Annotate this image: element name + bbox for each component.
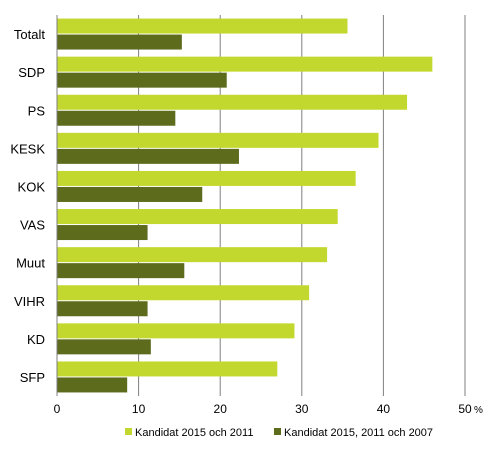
bar-sfp-series-1	[57, 361, 278, 377]
bar-vas-series-2	[57, 225, 148, 241]
category-label-sdp: SDP	[18, 65, 45, 80]
bar-muut-series-2	[57, 263, 185, 279]
category-label-vihr: VIHR	[14, 294, 45, 309]
bar-totalt-series-1	[57, 18, 348, 34]
bar-vas-series-1	[57, 209, 338, 225]
bar-kesk-series-2	[57, 148, 239, 164]
bar-sdp-series-2	[57, 72, 227, 88]
bar-muut-series-1	[57, 247, 328, 263]
bar-vihr-series-1	[57, 285, 310, 301]
bar-kok-series-1	[57, 170, 356, 186]
gridlines	[138, 15, 466, 396]
category-label-muut: Muut	[16, 256, 45, 271]
x-tick-label-20: 20	[214, 402, 228, 416]
legend-label-series-2: Kandidat 2015, 2011 och 2007	[284, 427, 433, 439]
category-label-sfp: SFP	[20, 370, 45, 385]
x-tick-label-30: 30	[295, 402, 309, 416]
x-tick-label-50: 50	[458, 402, 472, 416]
category-label-totalt: Totalt	[14, 27, 45, 42]
legend-label-series-1: Kandidat 2015 och 2011	[135, 427, 253, 439]
bar-kok-series-2	[57, 186, 203, 202]
category-labels: Totalt SDP PS KESK KOK VAS Muut VIHR KD SFP	[10, 27, 45, 385]
category-label-ps: PS	[28, 103, 46, 118]
legend-swatch-series-1	[125, 428, 132, 435]
category-label-kesk: KESK	[10, 141, 45, 156]
category-label-kok: KOK	[18, 179, 46, 194]
bars	[57, 18, 433, 393]
x-tick-label-40: 40	[377, 402, 391, 416]
bar-kd-series-2	[57, 339, 151, 355]
x-tick-label-10: 10	[132, 402, 146, 416]
legend: Kandidat 2015 och 2011 Kandidat 2015, 201…	[125, 427, 433, 439]
x-tick-label-0: 0	[54, 402, 61, 416]
legend-swatch-series-2	[274, 428, 281, 435]
x-axis-unit: %	[474, 405, 483, 416]
category-label-kd: KD	[27, 332, 45, 347]
x-axis-ticks: 0 10 20 30 40 50	[54, 402, 472, 416]
bar-kesk-series-1	[57, 132, 379, 148]
bar-ps-series-2	[57, 110, 176, 126]
bar-totalt-series-2	[57, 34, 182, 50]
category-label-vas: VAS	[20, 218, 45, 233]
bar-kd-series-1	[57, 323, 295, 339]
bar-vihr-series-2	[57, 301, 148, 317]
bar-sdp-series-1	[57, 56, 433, 72]
bar-ps-series-1	[57, 94, 408, 110]
bar-sfp-series-2	[57, 377, 128, 393]
